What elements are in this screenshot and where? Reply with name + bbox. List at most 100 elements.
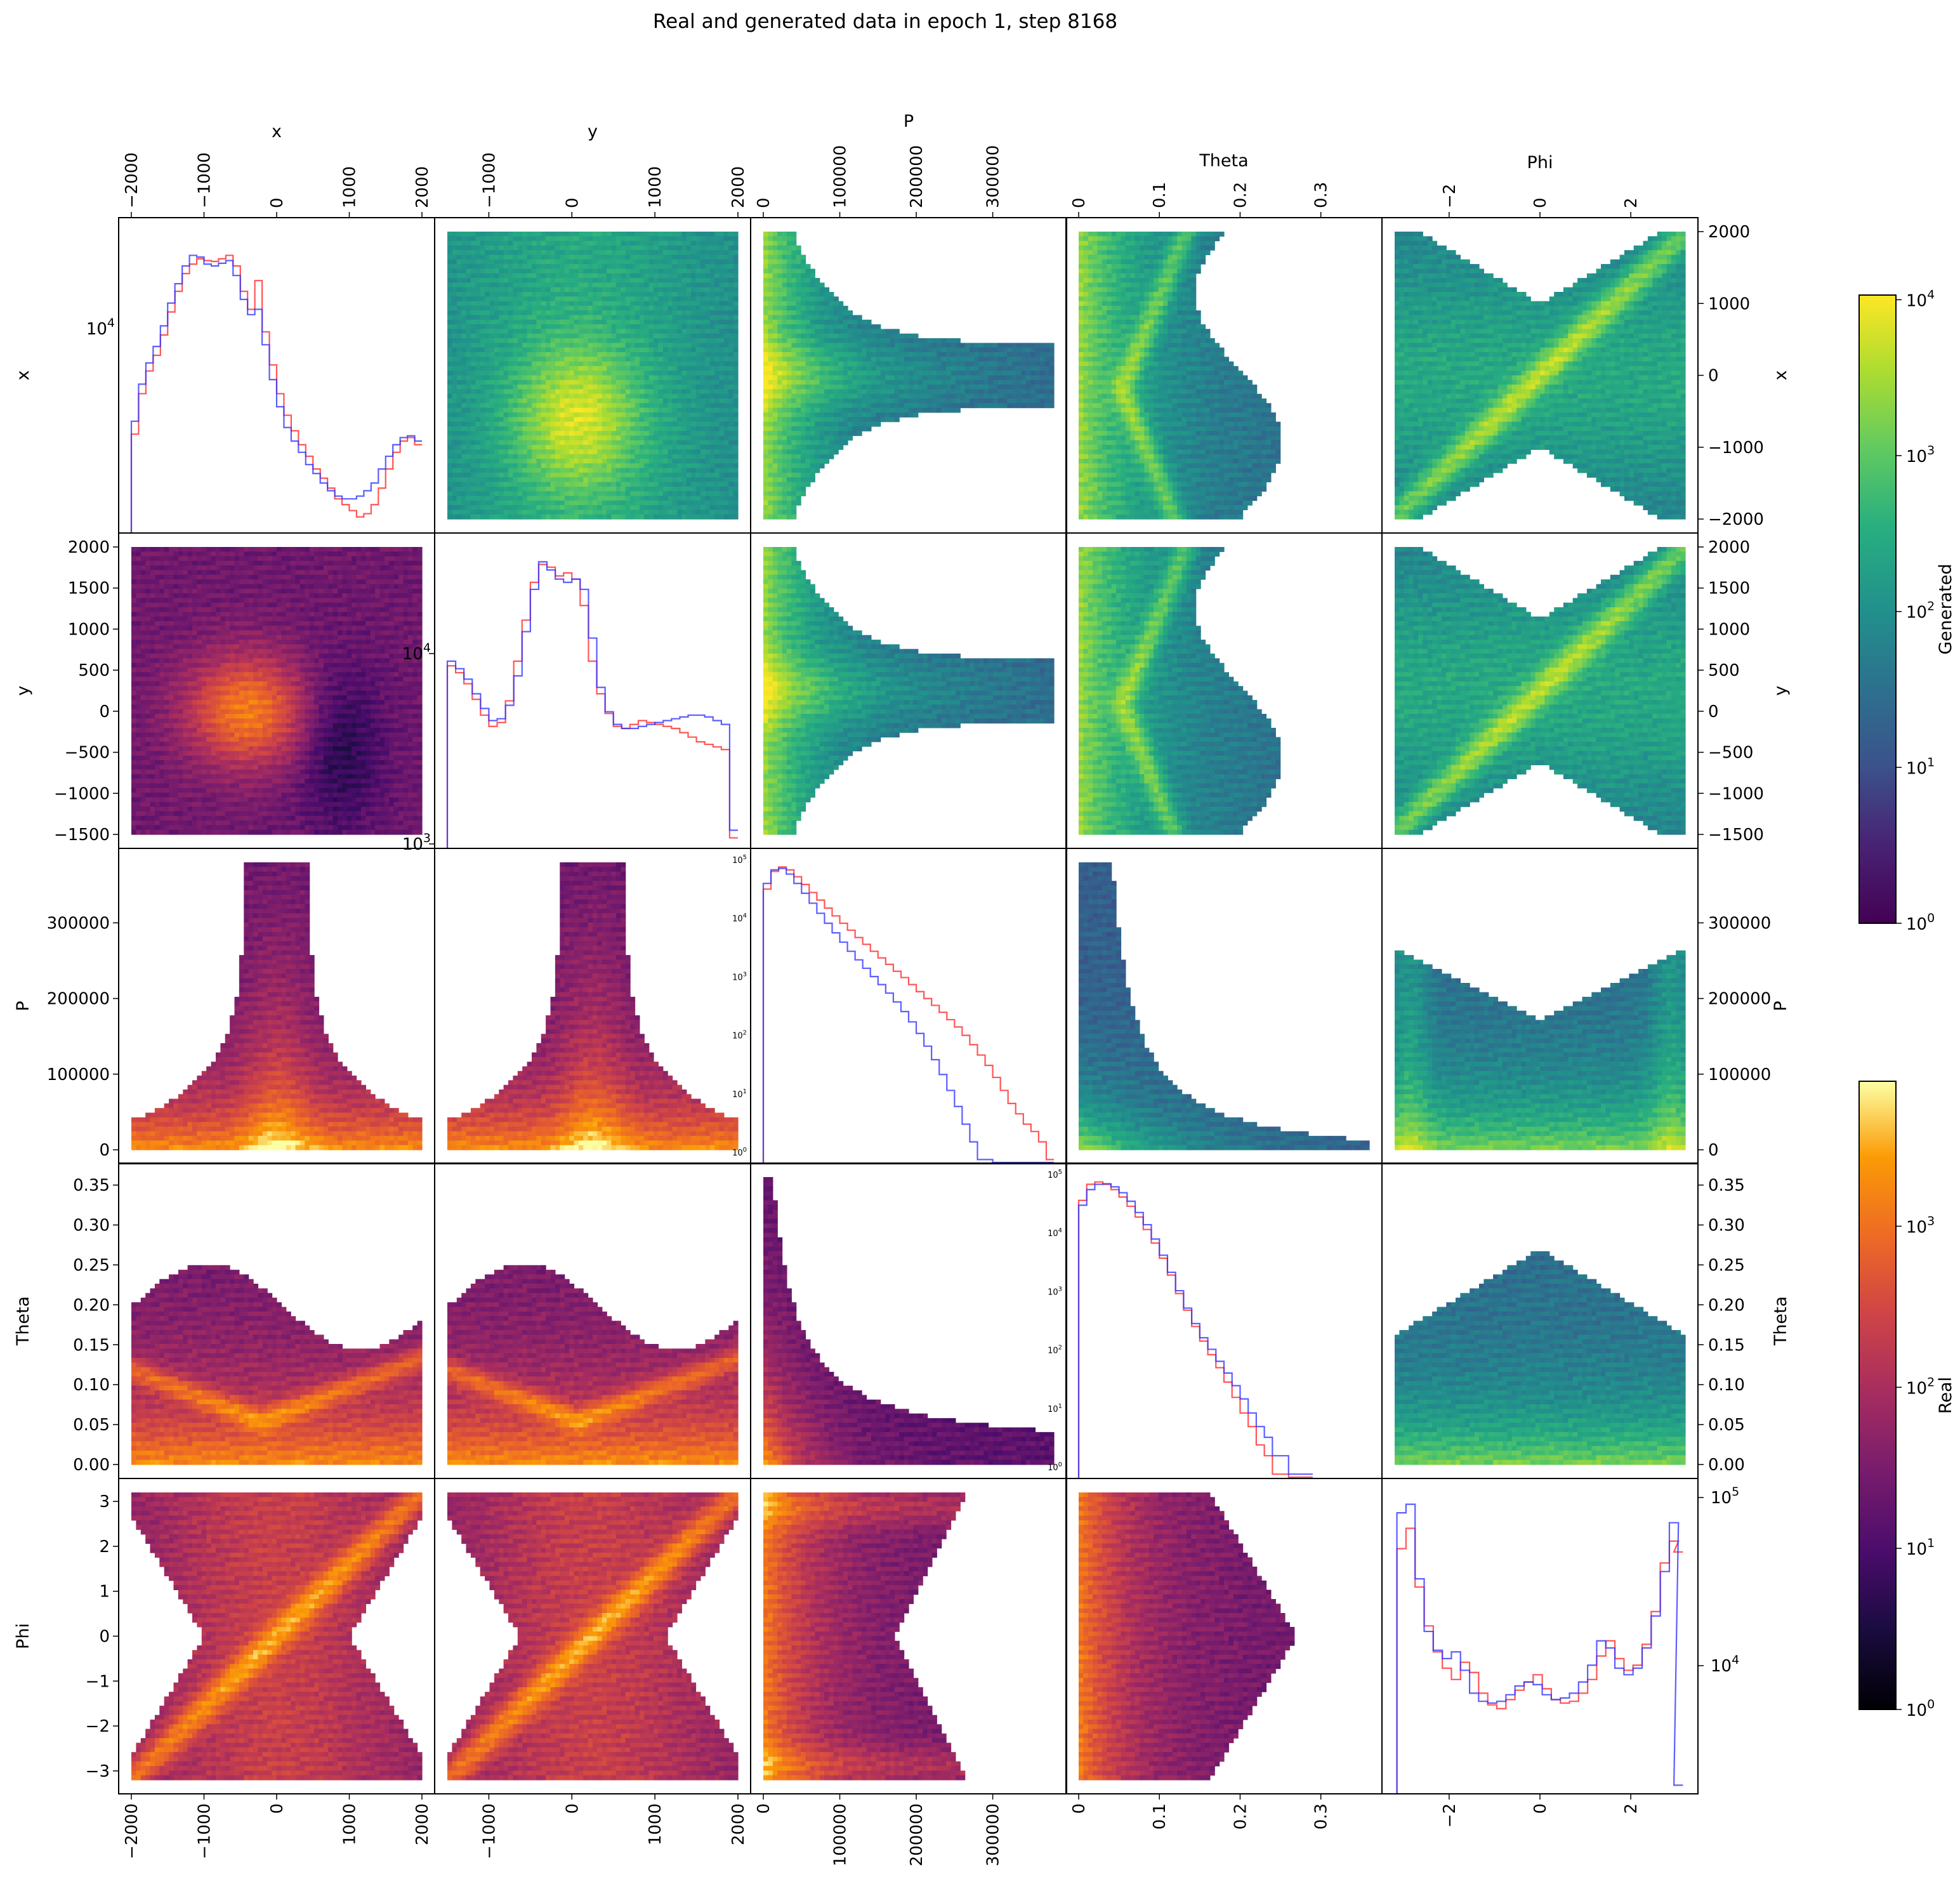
bottom-axis-Phi: −2−20022PhiPhi [1440,153,1641,1827]
cell-y-vs-x [118,532,435,849]
real-heatmap [763,1492,966,1781]
bottom-tick-label-Theta: 0.1 [1150,1803,1169,1829]
right-axis-label-x: x [1771,370,1791,380]
left-tick-label-P: 200000 [47,990,110,1009]
generated-heatmap [1395,232,1686,520]
colorbar-tick-label: 104 [1906,287,1935,310]
hist-P-generated [762,867,1054,1164]
bottom-tick-label-Phi: 2 [1622,1803,1641,1814]
right-tick-label-Theta: 0.20 [1708,1296,1745,1315]
left-tick-label-P: 0 [99,1141,110,1160]
cell-Theta-vs-Phi [1381,1162,1699,1479]
cell-Phi-vs-y [434,1478,751,1794]
right-tick-label-P: 300000 [1708,914,1771,933]
bottom-tick-label-Phi: 0 [1531,1803,1550,1814]
right-tick-label-x: 2000 [1708,223,1750,242]
colorbar-tick-label: 101 [1906,755,1935,778]
bottom-axis-P: 00100000100000200000200000300000300000PP [754,112,1003,1866]
bottom-tick-label-P: 0 [754,1803,773,1814]
right-tick-label-Theta: 0.35 [1708,1176,1745,1195]
left-tick-label-y: 1000 [68,620,110,639]
generated-heatmap [1079,862,1370,1150]
bottom-tick-label-Theta: 0 [1070,1803,1089,1814]
diag-tick-label-P: 103 [732,971,747,982]
bottom-tick-label-x: 0 [268,1803,287,1814]
right-tick-label-y: 2000 [1708,538,1750,557]
real-heatmap [447,862,739,1150]
colorbar-label-generated: Generated [1936,563,1956,654]
pair-plot-grid: 1041041031051041031021011001051041031021… [13,112,1791,1866]
hist-y-generated [446,561,738,848]
cell-Theta-vs-x [118,1162,435,1479]
diag-tick-label-P: 105 [732,854,747,866]
right-tick-label-P: 200000 [1708,990,1771,1009]
diag-tick-label-Theta: 101 [1048,1403,1062,1414]
cell-P-vs-P: 105 104 103 102 101 100 [732,848,1067,1164]
bottom-tick-label-y: 1000 [646,1803,665,1845]
cell-x-vs-Theta [1065,217,1383,534]
cell-Theta-vs-y [434,1162,751,1479]
left-tick-label-Phi: 3 [99,1492,110,1511]
cell-x-vs-x: 104 [86,217,435,534]
colorbar-tick-label: 100 [1906,1697,1935,1720]
bottom-axis-x: −2000−2000−1000−1000001000100020002000xx [122,122,432,1859]
bottom-tick-label-P: 300000 [984,1803,1003,1866]
colorbar-real: 100 101 102 103 Real [1858,1081,1956,1720]
top-axis-label-Theta: Theta [1199,151,1248,171]
left-tick-label-y: 2000 [68,538,110,557]
colorbar-tick-label: 103 [1906,444,1935,466]
bottom-tick-label-Phi: −2 [1440,1803,1459,1827]
left-tick-label-Theta: 0.30 [73,1216,110,1235]
right-axis-label-y: y [1771,685,1791,695]
diag-tick-label-y: 103 [402,831,431,854]
right-tick-label-Theta: 0.30 [1708,1216,1745,1235]
right-tick-label-Theta: 0.15 [1708,1336,1745,1355]
diag-tick-label-P: 102 [732,1030,747,1041]
left-tick-label-Phi: −1 [86,1672,110,1691]
bottom-tick-label-x: −2000 [122,1803,141,1859]
hist-P-real [762,866,1054,1164]
cell-Phi-vs-Theta [1065,1478,1383,1794]
left-tick-label-Phi: 1 [99,1583,110,1602]
right-tick-label-x: −2000 [1708,510,1764,529]
top-tick-label-Phi: 2 [1622,197,1641,208]
hist-x-real [130,254,422,533]
generated-heatmap [1079,547,1281,835]
colorbar-tick-label: 103 [1906,1214,1935,1237]
cell-y-vs-Phi [1381,532,1699,849]
generated-heatmap [1395,547,1686,835]
top-tick-label-y: −1000 [480,152,499,208]
left-tick-label-y: 1500 [68,579,110,598]
side-axis-P: 0 100000 200000 300000 P 0 100000 200000 300000 P [13,914,1791,1160]
top-tick-label-y: 0 [563,197,582,208]
top-axis-label-Phi: Phi [1527,153,1553,173]
left-tick-label-P: 100000 [47,1065,110,1084]
real-heatmap [131,1265,423,1465]
cell-y-vs-y: 104 103 [402,532,751,854]
colorbars: 100 101 102 103 104 Generated 100 101 102 103 Real [1858,287,1956,1720]
right-tick-label-Theta: 0.10 [1708,1376,1745,1395]
diag-tick-label-Theta: 105 [1048,1169,1062,1180]
left-tick-label-y: 500 [78,661,110,680]
colorbar-gradient [1858,294,1897,924]
generated-heatmap [763,232,1055,520]
left-tick-label-Theta: 0.00 [73,1456,110,1475]
cell-P-vs-x [118,848,435,1164]
colorbar-gradient [1858,1081,1897,1710]
cell-Phi-vs-x [118,1478,435,1794]
real-heatmap [131,547,423,835]
bottom-tick-label-Theta: 0.3 [1312,1803,1331,1829]
left-tick-label-Theta: 0.10 [73,1376,110,1395]
bottom-tick-label-Theta: 0.2 [1231,1803,1250,1829]
bottom-tick-label-x: 2000 [413,1803,432,1845]
cell-Phi-vs-P [750,1478,1067,1794]
top-tick-label-y: 2000 [729,166,748,208]
top-tick-label-Theta: 0.2 [1231,182,1250,208]
right-tick-label-P: 0 [1708,1141,1719,1160]
top-tick-label-P: 200000 [907,145,926,208]
right-tick-label-y: 500 [1708,661,1740,680]
right-tick-label-y: −500 [1708,744,1753,763]
top-tick-label-P: 0 [754,197,773,208]
diag-tick-label-Theta: 103 [1048,1286,1062,1297]
